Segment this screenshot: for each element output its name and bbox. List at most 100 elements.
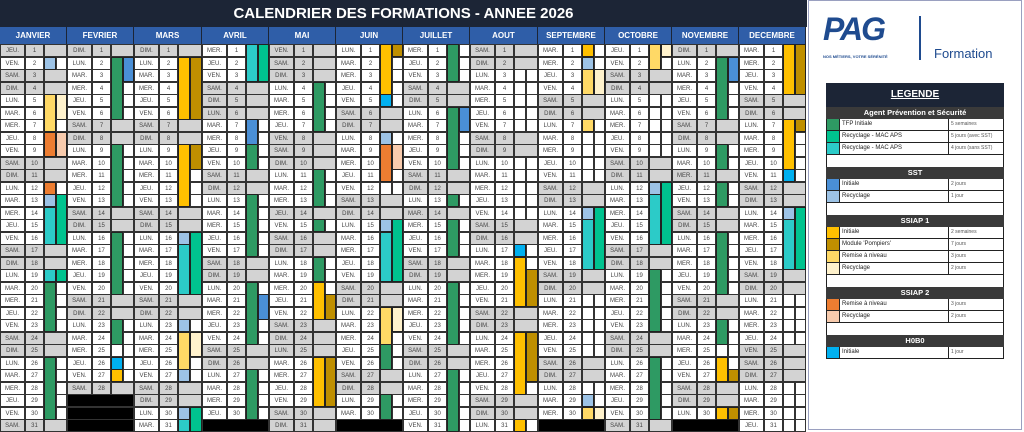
training-session-s1_init[interactable] (514, 256, 526, 307)
training-session-pomp[interactable] (794, 44, 806, 95)
training-session-s1_rn[interactable] (582, 69, 594, 95)
training-session-s2_rec[interactable] (391, 144, 403, 170)
training-session-mac5[interactable] (593, 206, 605, 270)
training-session-sst_init[interactable] (727, 56, 739, 82)
training-session-mac5[interactable] (660, 181, 672, 245)
training-session-tfp[interactable] (111, 56, 123, 120)
training-session-mac4[interactable] (246, 44, 258, 82)
training-session-sst_rec[interactable] (783, 206, 795, 220)
training-session-s1_init[interactable] (111, 369, 123, 382)
training-session-tfp[interactable] (246, 369, 258, 420)
training-session-sst_rec[interactable] (44, 56, 56, 70)
training-session-s1_rn[interactable] (582, 406, 594, 420)
training-session-pomp[interactable] (526, 269, 538, 307)
training-session-tfp[interactable] (313, 256, 325, 282)
training-session-tfp[interactable] (649, 269, 661, 332)
training-session-sst_init[interactable] (122, 56, 134, 82)
training-session-mac5[interactable] (794, 206, 806, 270)
training-session-mac4[interactable] (178, 244, 190, 295)
training-session-s1_init[interactable] (514, 419, 526, 432)
training-session-s1_init[interactable] (178, 144, 190, 207)
training-session-s1_rec[interactable] (660, 44, 672, 57)
training-session-mac4[interactable] (44, 206, 56, 245)
training-session-pomp[interactable] (324, 294, 336, 320)
training-session-s1_init[interactable] (313, 281, 325, 320)
training-session-s1_init[interactable] (582, 44, 594, 57)
training-session-sst_rec[interactable] (178, 231, 190, 245)
training-session-tfp[interactable] (447, 44, 459, 82)
training-session-sst_rec[interactable] (582, 206, 594, 220)
training-session-sst_init[interactable] (246, 119, 258, 145)
training-session-tfp[interactable] (447, 281, 459, 345)
training-session-s2_rec[interactable] (55, 131, 67, 157)
training-session-mac5[interactable] (190, 406, 202, 432)
training-session-tfp[interactable] (447, 369, 459, 432)
training-session-tfp[interactable] (649, 356, 661, 420)
training-session-mac5[interactable] (391, 219, 403, 282)
training-session-tfp[interactable] (380, 344, 392, 370)
training-session-mac4[interactable] (649, 194, 661, 245)
training-session-sst_rec[interactable] (178, 369, 190, 382)
training-session-s1_init[interactable] (313, 356, 325, 407)
training-session-tfp[interactable] (716, 56, 728, 120)
training-session-tfp[interactable] (380, 394, 392, 420)
training-session-hobo[interactable] (514, 244, 526, 257)
training-session-mac5[interactable] (257, 44, 269, 82)
training-session-tfp[interactable] (716, 319, 728, 345)
training-session-pomp[interactable] (727, 406, 739, 420)
training-session-s1_rec[interactable] (190, 331, 202, 357)
training-session-s1_init[interactable] (514, 331, 526, 395)
training-session-mac4[interactable] (380, 231, 392, 282)
training-session-s1_rn[interactable] (380, 306, 392, 345)
training-session-tfp[interactable] (313, 169, 325, 207)
training-session-s1_init[interactable] (178, 56, 190, 120)
training-session-s2_rn[interactable] (44, 131, 56, 157)
training-session-s1_init[interactable] (783, 44, 795, 95)
training-session-s2_rn[interactable] (380, 144, 392, 182)
training-session-s1_rec[interactable] (55, 94, 67, 120)
training-session-mac4[interactable] (582, 219, 594, 270)
training-session-pomp[interactable] (190, 56, 202, 120)
training-session-s1_init[interactable] (716, 406, 728, 420)
training-session-tfp[interactable] (716, 144, 728, 170)
training-session-sst_rec[interactable] (380, 219, 392, 232)
training-session-tfp[interactable] (716, 231, 728, 295)
training-session-mac4[interactable] (44, 269, 56, 282)
training-session-tfp[interactable] (246, 144, 258, 170)
training-session-hobo[interactable] (783, 169, 795, 182)
training-session-s1_init[interactable] (783, 119, 795, 170)
training-session-sst_init[interactable] (257, 294, 269, 320)
training-session-s1_rec[interactable] (391, 306, 403, 332)
training-session-tfp[interactable] (313, 219, 325, 232)
training-session-s1_init[interactable] (716, 356, 728, 382)
training-session-sst_rec[interactable] (582, 56, 594, 70)
training-session-tfp[interactable] (716, 181, 728, 207)
training-session-sst_rec[interactable] (178, 319, 190, 332)
training-session-pomp[interactable] (391, 44, 403, 57)
training-session-tfp[interactable] (246, 281, 258, 345)
training-session-tfp[interactable] (111, 231, 123, 295)
training-session-mac4[interactable] (178, 419, 190, 432)
training-session-tfp[interactable] (111, 319, 123, 345)
training-session-tfp[interactable] (313, 81, 325, 132)
training-session-sst_rec[interactable] (44, 194, 56, 207)
training-session-mac5[interactable] (55, 269, 67, 282)
training-session-tfp[interactable] (44, 281, 56, 332)
training-session-sst_rec[interactable] (582, 394, 594, 407)
training-session-pomp[interactable] (190, 144, 202, 170)
training-session-tfp[interactable] (111, 144, 123, 207)
training-session-hobo[interactable] (111, 356, 123, 370)
training-session-mac4[interactable] (783, 219, 795, 270)
training-session-hobo[interactable] (380, 94, 392, 107)
training-session-tfp[interactable] (447, 194, 459, 207)
training-session-tfp[interactable] (246, 194, 258, 257)
training-session-sst_rec[interactable] (178, 406, 190, 420)
training-session-s2_rn[interactable] (44, 181, 56, 195)
training-session-pomp[interactable] (727, 369, 739, 382)
training-session-sst_rec[interactable] (649, 181, 661, 195)
training-session-pomp[interactable] (794, 119, 806, 132)
training-session-tfp[interactable] (447, 219, 459, 257)
training-session-mac5[interactable] (190, 231, 202, 295)
training-session-s1_rec[interactable] (593, 69, 605, 95)
training-session-sst_rec[interactable] (380, 131, 392, 145)
